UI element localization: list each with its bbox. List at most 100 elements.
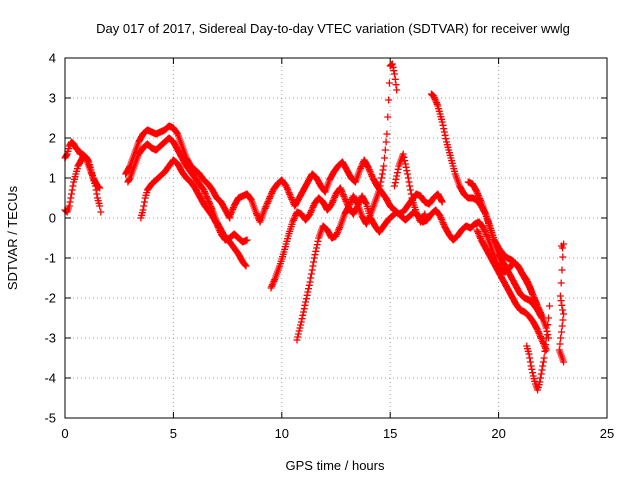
data-point [558, 266, 566, 274]
data-point [534, 328, 542, 336]
data-point [337, 186, 345, 194]
data-point [296, 324, 304, 332]
data-point [92, 186, 100, 194]
data-point [313, 241, 321, 249]
data-point [96, 202, 104, 210]
data-point [472, 187, 480, 195]
data-point [311, 251, 319, 259]
data-point [391, 179, 399, 187]
data-point [69, 182, 77, 190]
data-point [313, 244, 320, 252]
data-point [353, 199, 361, 207]
data-point [404, 174, 412, 182]
y-tick-label: 2 [49, 131, 56, 146]
data-point [293, 336, 301, 344]
data-point [542, 324, 550, 332]
y-tick-label: -5 [44, 411, 56, 426]
data-point [266, 194, 273, 202]
data-point [388, 60, 396, 68]
data-point [542, 334, 550, 342]
data-point [229, 205, 237, 213]
data-point [357, 164, 365, 172]
y-tick-label: -3 [44, 331, 56, 346]
data-point [542, 346, 550, 354]
data-point [377, 178, 385, 186]
x-axis-label: GPS time / hours [286, 458, 385, 473]
data-point [537, 333, 544, 341]
data-point [268, 189, 276, 197]
data-point [539, 362, 547, 370]
data-point [304, 288, 312, 296]
data-point [536, 378, 544, 386]
data-point [303, 291, 311, 299]
data-point [529, 369, 537, 377]
data-point [305, 281, 313, 289]
data-point [339, 191, 347, 199]
data-point [393, 172, 401, 180]
data-point [302, 298, 310, 306]
data-point [474, 190, 482, 198]
data-point [474, 228, 482, 236]
data-point [294, 330, 302, 338]
data-point [533, 325, 541, 333]
data-point [413, 210, 421, 218]
data-point [302, 295, 310, 303]
data-point [391, 182, 398, 190]
data-point [241, 261, 249, 269]
data-point [335, 225, 343, 233]
data-point [247, 195, 255, 203]
data-point [399, 150, 407, 158]
data-point [287, 194, 295, 202]
data-point [309, 203, 317, 211]
data-point [405, 178, 413, 186]
data-point [406, 186, 414, 194]
data-point [367, 171, 375, 179]
data-point [139, 206, 147, 214]
data-point [362, 199, 370, 207]
data-point [438, 197, 445, 205]
data-point [539, 358, 547, 366]
grid-lines [65, 58, 607, 418]
data-point [331, 193, 339, 201]
data-point [125, 163, 133, 171]
data-point [390, 67, 398, 75]
data-point [557, 279, 565, 287]
y-tick-label: -4 [44, 371, 56, 386]
data-point [285, 189, 293, 197]
data-point [391, 75, 399, 83]
data-point [391, 70, 398, 78]
data-point [242, 262, 250, 270]
x-tick-label: 15 [383, 426, 397, 441]
data-point [383, 130, 391, 138]
data-point [524, 281, 532, 289]
data-point [538, 366, 546, 374]
data-point [96, 184, 104, 192]
data-point [407, 190, 415, 198]
data-point [385, 96, 393, 104]
data-point [526, 354, 534, 362]
data-point [382, 138, 390, 146]
data-point [381, 146, 389, 154]
data-point [68, 186, 76, 194]
data-point [365, 213, 373, 221]
data-point [305, 285, 312, 293]
data-point [307, 270, 315, 278]
data-point [301, 301, 309, 309]
y-tick-label: 3 [49, 91, 56, 106]
data-point [341, 196, 349, 204]
y-tick-label: 0 [49, 211, 56, 226]
data-point [365, 166, 373, 174]
data-point [84, 157, 92, 165]
data-point [530, 294, 538, 302]
data-point [542, 341, 550, 349]
data-point [392, 81, 400, 89]
x-tick-label: 20 [491, 426, 505, 441]
data-point [537, 309, 544, 317]
data-point [393, 86, 401, 94]
data-point [214, 222, 221, 230]
y-tick-label: -1 [44, 251, 56, 266]
data-point [141, 198, 148, 206]
data-point [385, 79, 393, 87]
data-point [261, 204, 269, 212]
